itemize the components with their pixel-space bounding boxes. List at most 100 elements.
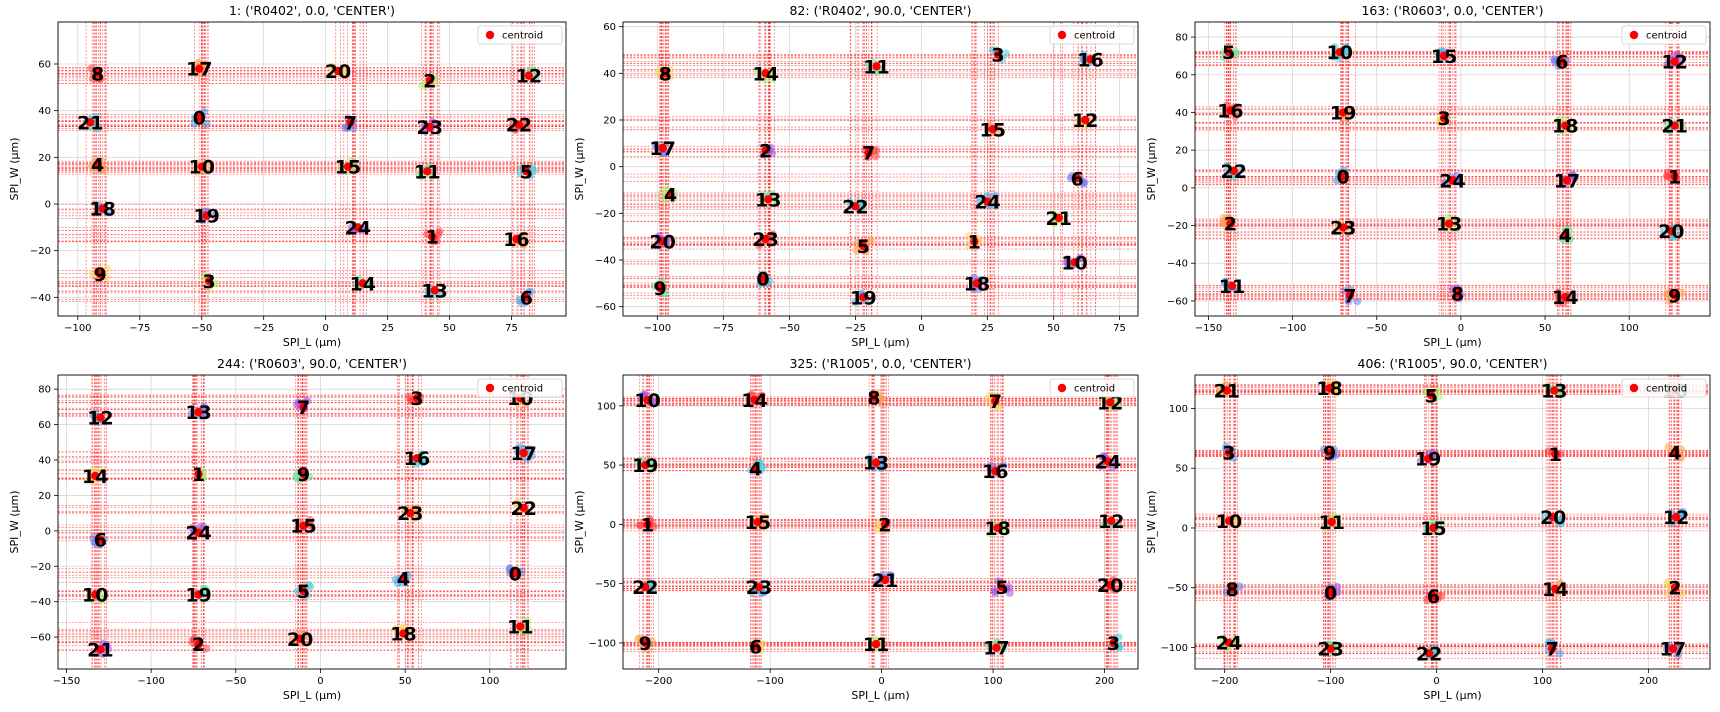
- point-label: 20: [1540, 507, 1566, 529]
- scatter-point: [1114, 633, 1123, 642]
- centroid-point: [1439, 113, 1449, 123]
- scatter-point: [99, 164, 108, 173]
- centroid-point: [194, 469, 203, 479]
- point-label: 4: [1559, 225, 1572, 247]
- centroid-point: [1338, 172, 1348, 181]
- centroid-point: [859, 241, 868, 251]
- point-label: 13: [755, 189, 781, 211]
- y-tick-label: 40: [38, 456, 51, 467]
- legend: centroid: [477, 25, 563, 45]
- legend-marker: [1057, 383, 1067, 393]
- point-label: 8: [1225, 579, 1238, 601]
- point-label: 24: [974, 192, 1000, 214]
- point-label: 4: [91, 154, 104, 176]
- scatter-point: [292, 400, 301, 409]
- scatter-point: [1665, 297, 1674, 306]
- centroid-point: [1550, 386, 1559, 395]
- point-label: 4: [1668, 443, 1681, 465]
- y-tick-label: 80: [38, 385, 51, 396]
- point-label: 2: [1668, 578, 1681, 600]
- centroid-point: [1086, 55, 1095, 64]
- scatter-point: [522, 121, 531, 130]
- point-label: 9: [639, 633, 652, 655]
- legend: centroid: [1049, 25, 1135, 45]
- x-tick-label: −50: [1366, 323, 1387, 334]
- centroid-point: [96, 413, 105, 422]
- point-labels: 10 14 8 7 12 19 4 13 16 24 1 15 2 18 12 22 23 21 5 20 9 6 11 17…: [632, 388, 1124, 660]
- centroid-point: [991, 396, 1000, 406]
- x-tick-label: 100: [984, 676, 1003, 687]
- centroid-point: [643, 395, 652, 405]
- centroid-point: [1670, 57, 1679, 66]
- scatter-point: [771, 196, 780, 205]
- y-tick-label: 80: [1175, 33, 1188, 44]
- point-label: 22: [1220, 161, 1246, 183]
- y-tick-label: 0: [1182, 523, 1188, 534]
- x-tick-label: −100: [756, 676, 783, 687]
- scatter-point: [393, 579, 402, 588]
- x-tick-label: 50: [1539, 323, 1552, 334]
- centroid-point: [412, 454, 422, 463]
- scatter-point: [964, 232, 973, 241]
- y-tick-label: 20: [38, 153, 51, 164]
- sample-points: [1215, 379, 1688, 660]
- point-label: 6: [1071, 168, 1084, 190]
- point-label: 9: [94, 264, 107, 286]
- sample-points: [83, 388, 536, 658]
- point-label: 4: [749, 459, 762, 481]
- x-axis-label: SPI_L (µm): [1423, 336, 1481, 349]
- scatter-point: [1096, 462, 1105, 471]
- chart-title: 163: ('R0603', 0.0, 'CENTER'): [1361, 3, 1543, 18]
- scatter-point: [341, 123, 350, 132]
- scatter-point: [87, 64, 96, 73]
- y-tick-label: 60: [603, 22, 616, 33]
- chart-panel-2: 8 14 11 3 16 17 2 7 15 12 4 13 22 24 6 20 23 5 1 21 9 0 19 18 10…: [573, 3, 1139, 349]
- centroid-point: [1670, 172, 1679, 181]
- centroid-point: [991, 466, 1000, 476]
- point-label: 16: [503, 229, 529, 251]
- scatter-point: [1416, 456, 1425, 465]
- point-label: 22: [510, 498, 536, 520]
- point-label: 9: [1323, 443, 1336, 465]
- scatter-point: [513, 498, 522, 507]
- centroid-point: [1325, 448, 1334, 457]
- point-label: 11: [1219, 276, 1245, 298]
- y-tick-label: 20: [38, 491, 51, 502]
- point-label: 14: [82, 466, 108, 488]
- centroid-point: [655, 283, 665, 293]
- point-label: 1: [968, 231, 981, 253]
- x-tick-label: −100: [1279, 323, 1306, 334]
- centroid-point: [1453, 289, 1462, 298]
- scatter-point: [991, 191, 1000, 200]
- point-label: 14: [752, 63, 778, 85]
- centroid-point: [194, 590, 203, 599]
- y-tick-label: −100: [1161, 643, 1188, 654]
- x-tick-label: 0: [878, 676, 884, 687]
- point-label: 13: [1436, 214, 1462, 236]
- y-tick-label: −60: [1167, 296, 1188, 307]
- point-label: 16: [404, 448, 430, 470]
- y-axis-label: SPI_W (µm): [1145, 490, 1158, 553]
- x-tick-label: −200: [645, 676, 672, 687]
- legend-marker: [1629, 383, 1639, 393]
- y-tick-label: 40: [1175, 108, 1188, 119]
- scatter-point: [348, 223, 357, 232]
- centroid-point: [1224, 47, 1233, 57]
- scatter-point: [1099, 452, 1108, 461]
- scatter-point: [391, 624, 400, 633]
- centroid-point: [851, 202, 860, 211]
- y-tick-label: −40: [30, 597, 51, 608]
- axes-frame: [1194, 374, 1711, 670]
- point-label: 8: [1451, 283, 1464, 305]
- point-label: 20: [1097, 575, 1123, 597]
- y-tick-label: −20: [1167, 221, 1188, 232]
- centroid-point: [399, 629, 408, 638]
- point-label: 19: [632, 455, 658, 477]
- scatter-point: [435, 227, 444, 236]
- centroid-point: [1561, 230, 1570, 240]
- scatter-point: [990, 586, 999, 595]
